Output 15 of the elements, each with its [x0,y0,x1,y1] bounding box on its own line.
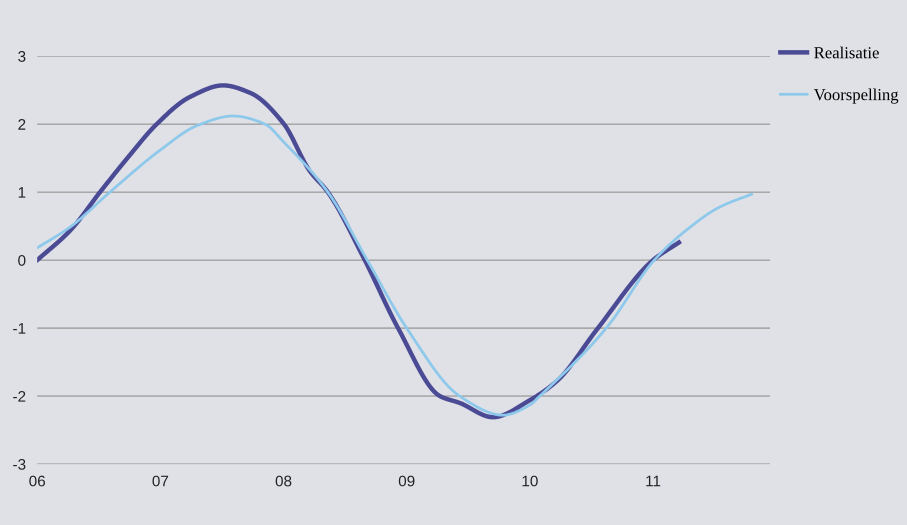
y-tick-label: -2 [13,390,26,402]
x-tick-label: 10 [522,476,538,486]
x-tick-label: 07 [152,476,168,486]
x-tick-label: 06 [29,476,46,486]
x-tick-label: 09 [398,476,414,486]
y-tick-label: 3 [18,51,26,62]
y-tick-label: 1 [18,187,26,198]
x-tick-label: 08 [276,476,292,486]
x-tick-label: 11 [646,476,660,486]
y-tick-label: -3 [13,458,26,470]
y-tick-label: 0 [18,255,26,266]
legend-label: Realisatie [814,46,879,58]
legend-label: Voorspelling [814,88,898,104]
y-tick-label: -1 [13,323,26,334]
y-tick-label: 2 [18,119,26,130]
